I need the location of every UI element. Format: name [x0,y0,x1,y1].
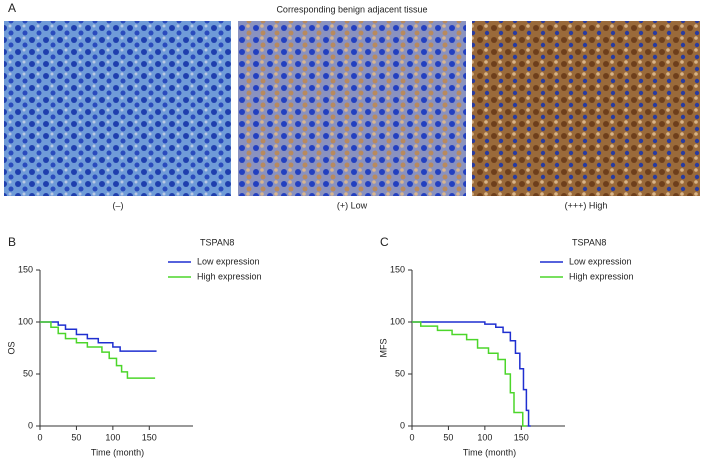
micrograph [238,21,466,196]
y-tick-label: 50 [395,368,405,378]
y-axis-label: MFS [378,339,388,358]
micrograph [4,21,231,196]
survival-curve [40,321,157,352]
x-tick-label: 0 [37,432,42,442]
y-tick-label: 0 [28,420,33,430]
panel-label: A [8,1,16,15]
survival-curve [412,321,531,427]
panel-label: C [380,235,389,249]
x-tick-label: 0 [409,432,414,442]
x-tick-label: 50 [443,432,453,442]
panel-label: B [8,235,16,249]
legend-title: TSPAN8 [572,237,606,247]
x-tick-label: 150 [142,432,157,442]
image-caption: (–) [113,200,124,210]
legend-label: Low expression [197,256,260,266]
image-caption: (+) Low [337,200,368,210]
y-tick-label: 150 [18,264,33,274]
legend-label: High expression [197,271,262,281]
legend-label: Low expression [569,256,632,266]
x-tick-label: 150 [514,432,529,442]
y-tick-label: 0 [400,420,405,430]
legend-label: High expression [569,271,634,281]
x-axis-label: Time (month) [463,447,516,457]
survival-curve [40,321,156,379]
x-tick-label: 100 [105,432,120,442]
x-tick-label: 50 [71,432,81,442]
y-tick-label: 50 [23,368,33,378]
survival-curve [412,321,527,427]
y-tick-label: 100 [18,316,33,326]
legend-title: TSPAN8 [200,237,234,247]
x-axis-label: Time (month) [91,447,144,457]
x-tick-label: 100 [477,432,492,442]
panel-title: Corresponding benign adjacent tissue [276,4,427,14]
y-tick-label: 100 [390,316,405,326]
image-caption: (+++) High [565,200,608,210]
micrograph [472,21,700,196]
y-tick-label: 150 [390,264,405,274]
y-axis-label: OS [6,341,16,354]
